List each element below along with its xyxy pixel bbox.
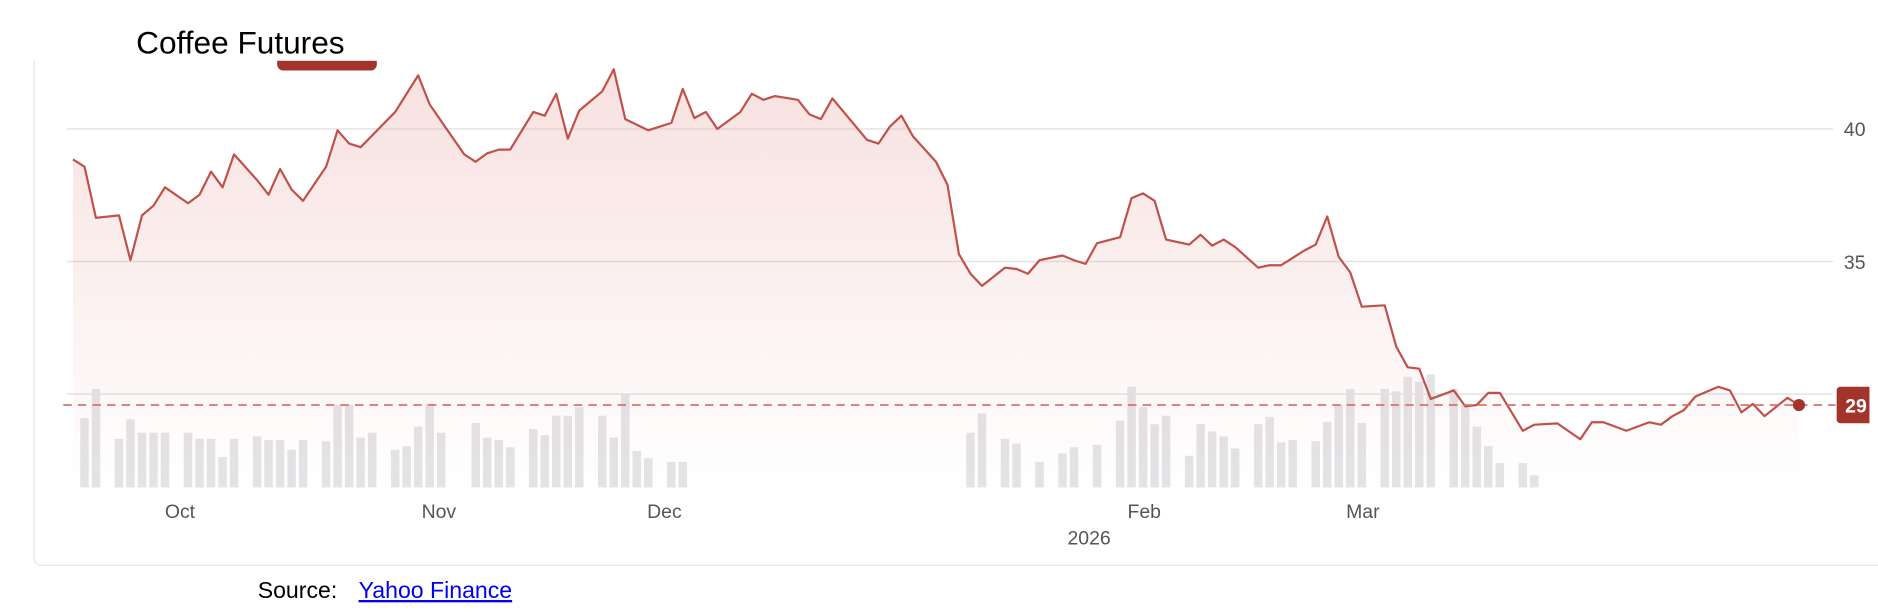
chart-title: Coffee Futures [136, 24, 344, 60]
last-price-dot [1792, 398, 1806, 412]
last-price-label: 29 [1845, 395, 1867, 417]
x-tick-label: Nov [422, 501, 457, 523]
price-line [72, 68, 1800, 441]
y-tick-label: 40 [1844, 119, 1866, 141]
x-tick-label: Mar [1346, 501, 1380, 523]
source-link[interactable]: Yahoo Finance [359, 577, 513, 603]
y-tick-label: 35 [1844, 252, 1866, 274]
source-prefix: Source: [258, 577, 338, 603]
price-area [72, 69, 1799, 493]
x-tick-label: Oct [165, 501, 196, 523]
year-label: 2026 [1067, 528, 1110, 550]
x-tick-label: Dec [647, 501, 682, 523]
last-price-box [1836, 386, 1870, 424]
x-tick-label: Feb [1127, 501, 1160, 523]
title-bg [243, 0, 414, 61]
